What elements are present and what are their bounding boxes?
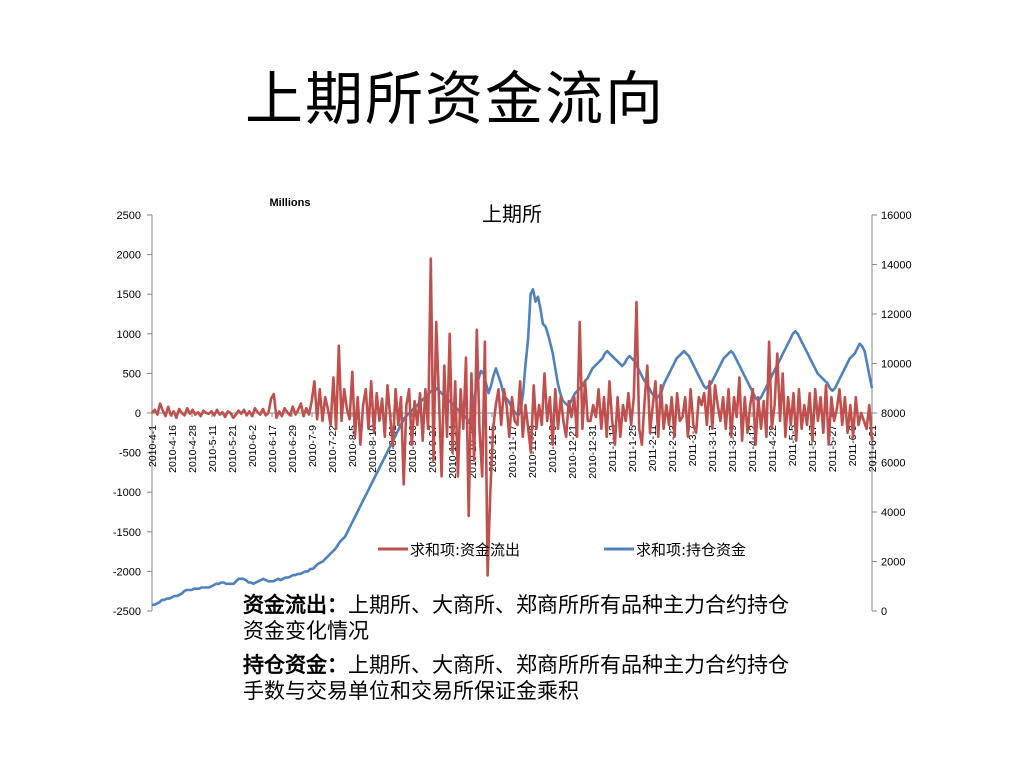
- left-tick-label: 500: [123, 368, 141, 380]
- x-tick-label: 2010-5-21: [227, 425, 239, 473]
- note-position-text: 上期所、大商所、郑商所所有品种主力合约持仓手数与交易单位和交易所保证金乘积: [243, 653, 789, 703]
- right-tick-label: 8000: [881, 408, 905, 420]
- x-tick-label: 2011-6-21: [867, 425, 879, 472]
- legend-item-position-funds-label: 求和项:持仓资金: [636, 541, 746, 559]
- right-tick-label: 4000: [881, 507, 905, 519]
- x-tick-label: 2010-4-1: [147, 425, 159, 467]
- left-tick-label: -1500: [113, 527, 141, 539]
- y-unit-label: Millions: [270, 197, 311, 209]
- x-tick-label: 2011-2-11: [647, 425, 659, 471]
- left-tick-label: -500: [119, 448, 141, 460]
- series-layer: [151, 257, 874, 607]
- x-tick-label: 2010-12-21: [567, 425, 579, 479]
- slide-title: 上期所资金流向: [245, 65, 666, 133]
- x-tick-label: 2010-12-31: [587, 425, 599, 479]
- x-tick-label: 2010-6-29: [287, 425, 299, 473]
- right-tick-label: 14000: [881, 260, 912, 272]
- left-tick-label: 0: [135, 408, 141, 420]
- left-tick-label: -1000: [113, 487, 141, 499]
- x-tick-label: 2010-6-17: [267, 425, 279, 473]
- left-tick-label: 1500: [117, 289, 141, 301]
- left-tick-label: -2500: [113, 606, 141, 618]
- x-tick-label: 2010-9-10: [407, 425, 419, 473]
- x-tick-label: 2011-3-29: [727, 425, 739, 472]
- right-tick-label: 16000: [881, 210, 912, 222]
- x-tick-label: 2011-2-23: [667, 425, 679, 472]
- right-tick-label: 2000: [881, 557, 905, 569]
- x-tick-label: 2010-5-11: [207, 425, 219, 472]
- x-tick-label: 2010-7-9: [307, 425, 319, 467]
- series-outflow-line: [151, 257, 874, 577]
- x-tick-label: 2010-4-16: [167, 425, 179, 473]
- left-tick-label: 1000: [117, 329, 141, 341]
- x-tick-label: 2010-6-2: [247, 425, 259, 467]
- x-tick-label: 2010-8-19: [367, 425, 379, 473]
- right-tick-label: 10000: [881, 359, 912, 371]
- right-tick-label: 6000: [881, 458, 905, 470]
- x-tick-label: 2010-4-28: [187, 425, 199, 473]
- right-tick-label: 0: [881, 606, 887, 618]
- left-tick-label: 2500: [117, 210, 141, 222]
- x-tick-label: 2011-1-25: [627, 425, 639, 472]
- left-tick-label: -2000: [113, 566, 141, 578]
- left-tick-label: 2000: [117, 250, 141, 262]
- x-tick-label: 2011-4-22: [767, 425, 779, 472]
- x-tick-label: 2010-12-9: [547, 425, 559, 473]
- note-position-funds: 持仓资金：上期所、大商所、郑商所所有品种主力合约持仓手数与交易单位和交易所保证金…: [243, 652, 803, 704]
- note-outflow: 资金流出：上期所、大商所、郑商所所有品种主力合约持仓资金变化情况: [243, 592, 803, 644]
- legend: 求和项:资金流出 求和项:持仓资金: [378, 541, 746, 559]
- x-tick-label: 2011-3-7: [687, 425, 699, 466]
- note-outflow-text: 上期所、大商所、郑商所所有品种主力合约持仓资金变化情况: [243, 593, 789, 643]
- notes: 资金流出：上期所、大商所、郑商所所有品种主力合约持仓资金变化情况 持仓资金：上期…: [243, 592, 803, 712]
- x-tick-label: 2010-11-17: [507, 425, 519, 478]
- legend-item-outflow-label: 求和项:资金流出: [410, 541, 520, 559]
- x-tick-label: 2010-7-22: [327, 425, 339, 473]
- x-tick-label: 2011-5-17: [807, 425, 819, 472]
- x-tick-label: 2011-6-9: [847, 425, 859, 466]
- note-position-term: 持仓资金：: [243, 652, 348, 677]
- x-tick-label: 2011-3-17: [707, 425, 719, 472]
- chart-title: 上期所: [482, 202, 542, 226]
- right-tick-label: 12000: [881, 309, 912, 321]
- x-tick-label: 2010-8-5: [347, 425, 359, 467]
- note-outflow-term: 资金流出：: [243, 592, 348, 617]
- x-axis-labels: 2010-4-1 2010-4-16 2010-4-28 2010-5-11 2010-…: [147, 413, 879, 479]
